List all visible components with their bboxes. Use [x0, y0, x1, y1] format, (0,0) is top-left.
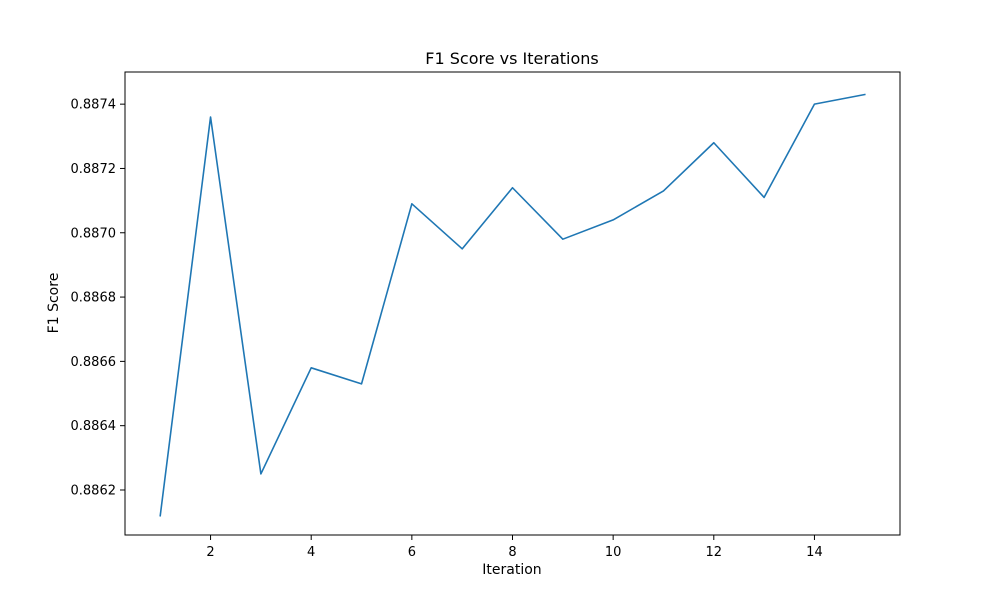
x-tick-label: 2 — [206, 545, 214, 560]
y-tick-label: 0.8870 — [71, 226, 117, 241]
x-axis-label: Iteration — [482, 562, 541, 578]
x-tick-label: 6 — [408, 545, 416, 560]
series-line — [159, 93, 866, 517]
x-tick-label: 10 — [605, 545, 622, 560]
x-tick-label: 12 — [706, 545, 723, 560]
chart-title: F1 Score vs Iterations — [425, 49, 598, 68]
y-tick-label: 0.8872 — [71, 162, 117, 177]
x-tick-label: 8 — [508, 545, 516, 560]
x-tick-label: 4 — [307, 545, 315, 560]
y-axis: 0.8862 0.8864 0.8866 0.8868 0.8870 0.8872 0.88… — [71, 98, 125, 498]
y-tick-label: 0.8866 — [71, 355, 117, 370]
y-tick-label: 0.8864 — [71, 419, 117, 434]
x-axis: 2 4 6 8 10 12 14 — [206, 535, 823, 560]
x-tick-label: 14 — [806, 545, 823, 560]
y-tick-label: 0.8868 — [71, 291, 117, 306]
plot-frame — [124, 71, 901, 536]
y-tick-label: 0.8874 — [71, 98, 117, 113]
y-axis-label: F1 Score — [46, 273, 62, 334]
plot-area — [159, 93, 866, 517]
y-tick-label: 0.8862 — [71, 483, 117, 498]
